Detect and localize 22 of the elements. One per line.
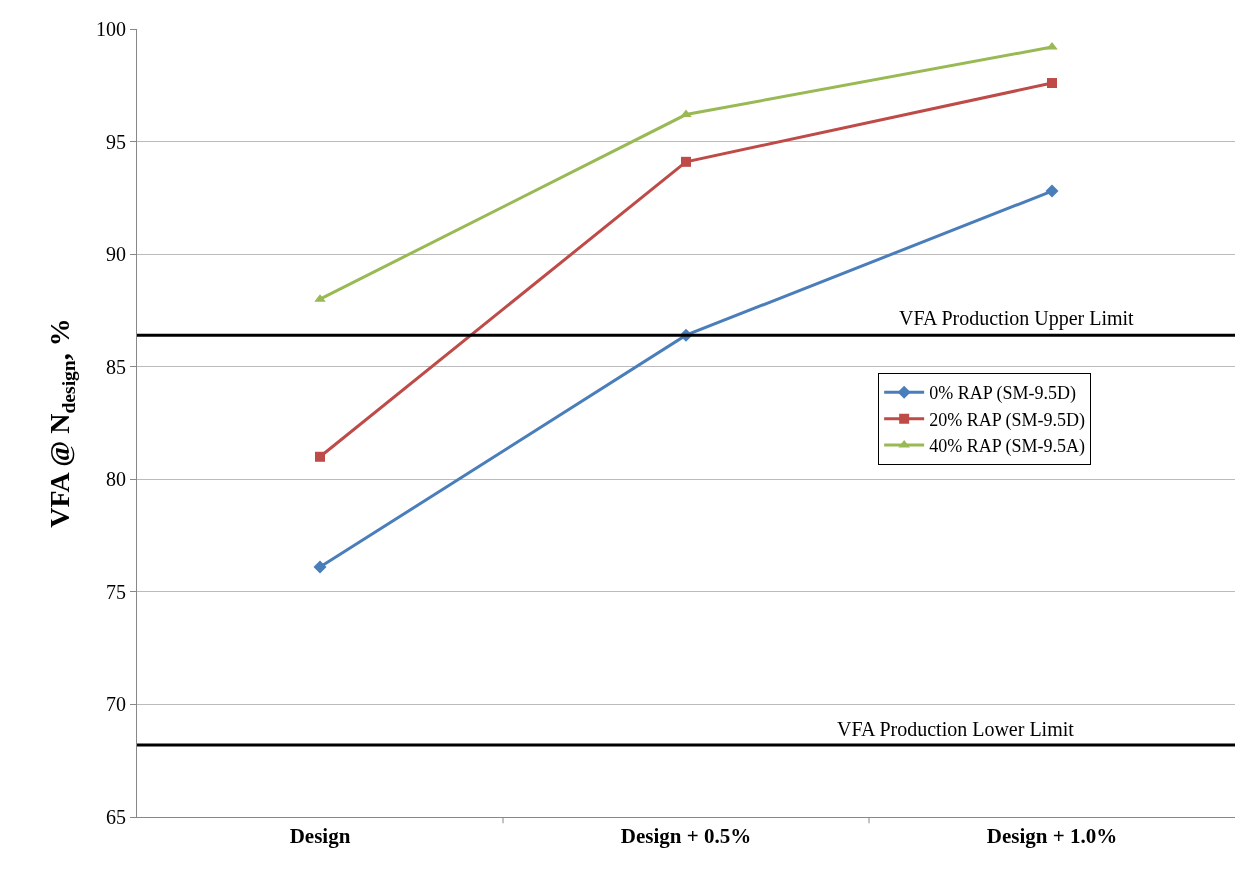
- y-tick-label: 65: [106, 806, 126, 828]
- y-tick-label: 75: [106, 580, 126, 603]
- point: [681, 156, 691, 167]
- point: [1047, 78, 1057, 89]
- legend-label: 20% RAP (SM-9.5D): [929, 409, 1085, 431]
- y-tick-label: 90: [106, 243, 126, 266]
- y-tick-label: 70: [106, 693, 126, 716]
- y-tick-label: 100: [96, 18, 126, 40]
- x-tick-label: Design + 1.0%: [986, 824, 1118, 849]
- ref-line-label: VFA Production Lower Limit: [837, 718, 1075, 740]
- y-tick-label: 95: [106, 130, 126, 153]
- point: [313, 560, 327, 574]
- legend-label: 40% RAP (SM-9.5A): [929, 436, 1085, 458]
- ref-line-label: VFA Production Upper Limit: [899, 307, 1135, 330]
- x-tick-label: Design + 0.5%: [620, 824, 752, 849]
- point: [1045, 184, 1059, 198]
- point: [315, 451, 325, 462]
- point: [680, 109, 692, 118]
- y-tick-label: 85: [106, 355, 126, 378]
- y-tick-label: 80: [106, 468, 126, 491]
- legend-label: 0% RAP (SM-9.5D): [929, 383, 1076, 405]
- x-tick-label: Design: [289, 824, 351, 849]
